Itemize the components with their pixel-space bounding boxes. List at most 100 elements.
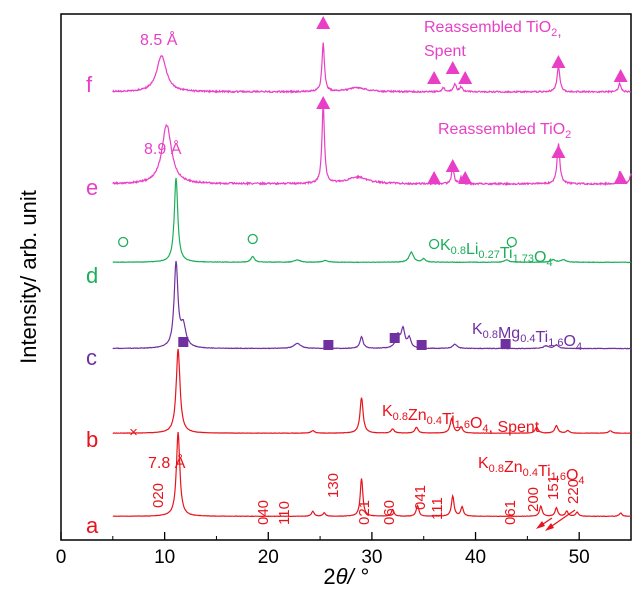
arrowhead-151 — [536, 521, 545, 529]
anatase-triangle-marker — [316, 16, 331, 29]
y-axis-label: Intensity/ arb. unit — [16, 190, 41, 364]
sample-label-f-line2: Spent — [424, 43, 466, 60]
series-layer — [112, 42, 632, 518]
hkl-040: 040 — [255, 500, 272, 525]
formula-subscript: 0.8 — [489, 463, 504, 475]
series-letter-c: c — [86, 345, 97, 370]
sample-label-b: K0.8Zn0.4Ti1.6O4, Spent — [382, 403, 540, 436]
formula-subscript: 0.4 — [427, 415, 442, 427]
anatase-triangle-marker — [458, 171, 473, 184]
formula-text: Reassembled TiO — [424, 19, 551, 36]
formula-text: , — [557, 23, 561, 40]
formula-subscript: 4 — [578, 475, 584, 487]
formula-text: K — [478, 455, 489, 472]
series-letter-e: e — [86, 175, 98, 200]
formula-subscript: 1.73 — [513, 253, 534, 265]
sample-label-e: Reassembled TiO2 — [438, 121, 571, 141]
formula-subscript: 2 — [565, 129, 571, 141]
formula-text: Ti — [442, 411, 455, 428]
arrowhead-220 — [545, 523, 554, 531]
formula-subscript: 4 — [546, 257, 552, 269]
d-spacing-label-e: 8.9 Å — [144, 139, 182, 158]
formula-subscript: 4 — [482, 423, 488, 435]
formula-text: K — [382, 403, 393, 420]
impurity-square-marker — [416, 340, 427, 350]
arrow-220 — [548, 509, 576, 529]
anatase-triangle-marker — [613, 171, 628, 184]
hkl-041: 041 — [412, 485, 429, 510]
series-letter-a: a — [86, 513, 99, 538]
formula-subscript: 2 — [551, 27, 557, 39]
sample-label-f: Reassembled TiO2, — [424, 19, 562, 40]
formula-text: Zn — [504, 459, 523, 476]
formula-subscript: 1.6 — [548, 337, 563, 349]
xrd-trace-c — [112, 260, 632, 350]
x-tick-label: 50 — [569, 547, 590, 568]
formula-text: Reassembled TiO — [438, 121, 565, 138]
formula-text: Li — [466, 241, 478, 258]
series-letter-d: d — [86, 263, 98, 288]
formula-text: Ti — [538, 463, 551, 480]
formula-subscript: 4 — [576, 341, 582, 353]
impurity-circle-marker — [428, 238, 440, 250]
formula-text: Mg — [498, 325, 520, 342]
hkl-060: 060 — [381, 500, 398, 525]
x-axis-ticks: 0 10 20 30 40 50 — [56, 532, 590, 568]
xrd-trace-e — [112, 102, 632, 187]
formula-text: , Spent — [489, 419, 540, 436]
formula-subscript: 0.4 — [523, 467, 538, 479]
formula-subscript: 0.8 — [393, 411, 408, 423]
x-tick-label: 30 — [361, 547, 382, 568]
formula-subscript: 1.6 — [455, 419, 470, 431]
xrd-trace-f — [112, 42, 632, 95]
formula-text: Ti — [536, 329, 549, 346]
formula-subscript: 0.27 — [478, 249, 499, 261]
hkl-021: 021 — [356, 500, 373, 525]
hkl-020: 020 — [150, 483, 167, 508]
plot-frame — [60, 13, 632, 541]
formula-text: Zn — [408, 407, 427, 424]
series-letter-f: f — [86, 72, 93, 97]
anatase-triangle-marker — [427, 171, 442, 184]
impurity-cross-marker: × — [129, 424, 138, 441]
formula-subscript: 1.6 — [551, 471, 566, 483]
sample-label-d: K0.8Li0.27Ti1.73O4 — [440, 237, 553, 269]
formula-text: O — [566, 467, 578, 484]
x-axis-label: 2θ/ ° — [323, 564, 368, 589]
formula-subscript: 0.4 — [520, 333, 535, 345]
anatase-triangle-marker — [613, 69, 628, 82]
formula-text: Ti — [500, 245, 513, 262]
hkl-111: 111 — [429, 497, 446, 520]
x-tick-label: 10 — [154, 547, 175, 568]
hkl-061: 061 — [502, 500, 519, 525]
d-spacing-label-f: 8.5 Å — [140, 30, 178, 49]
anatase-triangle-marker — [316, 96, 331, 109]
anatase-triangle-marker — [458, 71, 473, 84]
series-letter-b: b — [86, 427, 98, 452]
d-spacing-label-a: 7.8 Å — [148, 453, 186, 472]
formula-subscript: 0.8 — [451, 245, 466, 257]
impurity-circle-marker — [118, 236, 129, 248]
anatase-triangle-marker — [445, 61, 460, 74]
hkl-130: 130 — [325, 473, 342, 498]
formula-text: O — [470, 415, 482, 432]
sample-label-c: K0.8Mg0.4Ti1.6O4 — [472, 321, 582, 353]
impurity-square-marker — [500, 339, 511, 349]
hkl-151: 151 — [545, 475, 562, 500]
x-tick-label: 40 — [465, 547, 486, 568]
anatase-triangle-marker — [551, 145, 566, 158]
formula-text: K — [440, 237, 451, 254]
impurity-square-marker — [389, 333, 400, 343]
formula-text: K — [472, 321, 483, 338]
marker-layer: × — [118, 16, 628, 441]
hkl-220: 220 — [565, 479, 582, 504]
impurity-square-marker — [178, 337, 189, 347]
xrd-trace-d — [112, 177, 631, 264]
impurity-circle-marker — [506, 236, 517, 248]
anatase-triangle-marker — [445, 159, 460, 172]
x-tick-label: 20 — [258, 547, 279, 568]
impurity-circle-marker — [247, 233, 258, 245]
hkl-200: 200 — [525, 487, 542, 512]
x-tick-label: 0 — [56, 547, 67, 568]
